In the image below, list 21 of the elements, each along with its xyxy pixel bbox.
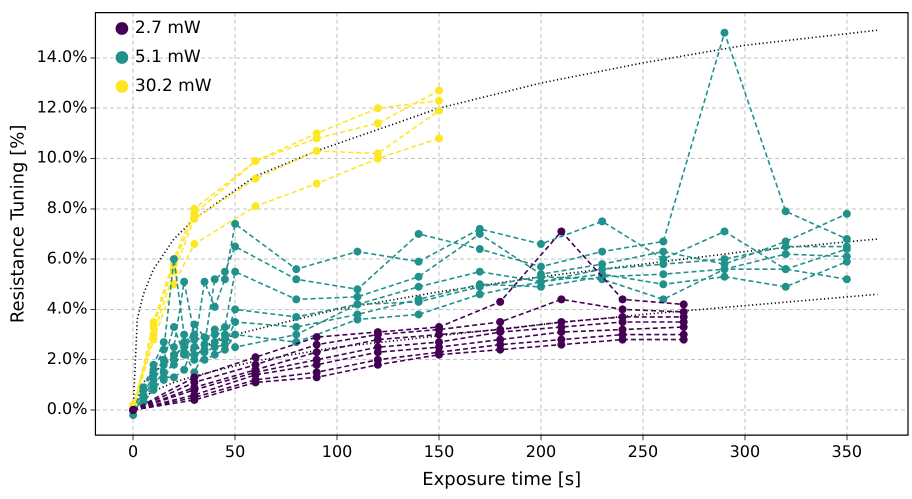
x-tick-label: 0 xyxy=(128,442,138,461)
legend-label: 2.7 mW xyxy=(134,18,201,38)
y-tick-label: 2.0% xyxy=(46,348,88,368)
x-tick-label: 50 xyxy=(224,442,246,461)
x-tick-label: 250 xyxy=(628,442,658,461)
y-tick-label: 14.0% xyxy=(36,47,88,66)
x-tick-label: 200 xyxy=(526,442,556,461)
x-tick-label: 150 xyxy=(424,442,454,461)
y-tick-label: 4.0% xyxy=(46,298,88,318)
x-tick-label: 100 xyxy=(322,442,352,461)
y-tick-label: 12.0% xyxy=(36,97,88,116)
legend-label: 30.2 mW xyxy=(134,76,212,96)
y-tick-label: 0.0% xyxy=(46,399,88,418)
x-tick-label: 300 xyxy=(730,442,760,461)
y-tick-label: 10.0% xyxy=(36,148,88,167)
legend-label: 5.1 mW xyxy=(134,46,201,67)
y-tick-label: 6.0% xyxy=(46,248,88,268)
x-tick-label: 350 xyxy=(832,442,862,461)
y-axis-title: Resistance Tuning [%] xyxy=(7,124,28,324)
y-tick-label: 8.0% xyxy=(46,198,88,217)
x-axis-title: Exposure time [s] xyxy=(422,468,582,490)
